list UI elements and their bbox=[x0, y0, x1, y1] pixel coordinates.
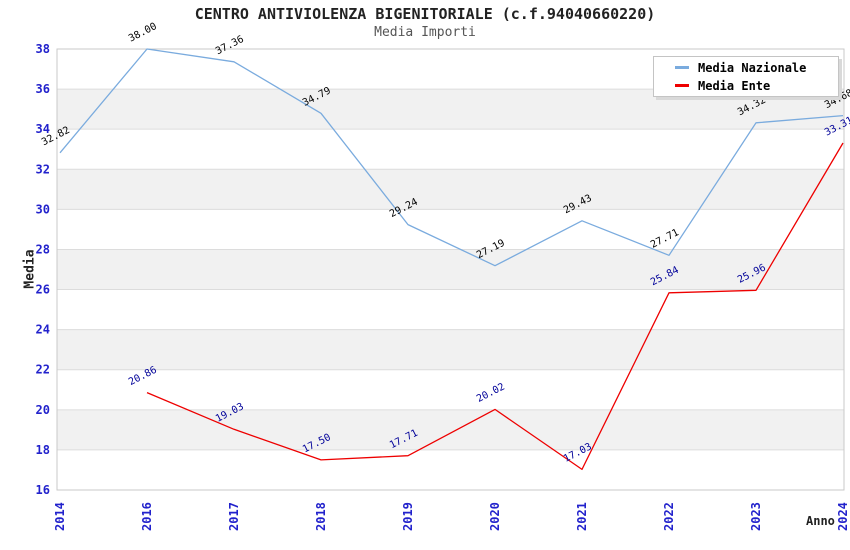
legend-label: Media Nazionale bbox=[698, 60, 807, 75]
legend-label: Media Ente bbox=[698, 78, 771, 93]
x-tick-label: 2019 bbox=[401, 502, 415, 531]
y-axis-title: Media bbox=[22, 249, 38, 289]
x-tick-label: 2021 bbox=[575, 502, 589, 531]
legend-box: Media Nazionale Media Ente bbox=[653, 56, 839, 97]
legend-swatch-red-line-icon bbox=[675, 84, 689, 87]
y-tick-label: 36 bbox=[36, 82, 50, 96]
y-tick-label: 30 bbox=[36, 202, 50, 216]
chart-title: CENTRO ANTIVIOLENZA BIGENITORIALE (c.f.9… bbox=[194, 5, 656, 23]
chart-subtitle: Media Importi bbox=[374, 25, 476, 40]
plot-frame bbox=[56, 48, 845, 491]
y-tick-label: 26 bbox=[36, 283, 50, 297]
x-tick-label: 2016 bbox=[140, 502, 154, 531]
y-tick-label: 20 bbox=[36, 403, 50, 417]
point-label-media-nazionale: 37.36 bbox=[214, 34, 246, 57]
x-tick-label: 2024 bbox=[836, 502, 850, 531]
y-tick-label: 28 bbox=[36, 242, 50, 256]
point-label-media-nazionale: 27.71 bbox=[649, 227, 681, 250]
legend-item-media-ente: Media Ente bbox=[675, 79, 838, 93]
series-line-media-ente bbox=[146, 142, 844, 471]
plot-band bbox=[57, 409, 844, 450]
series-line-media-nazionale bbox=[59, 48, 844, 267]
y-tick-label: 34 bbox=[36, 122, 50, 136]
plot-band bbox=[57, 249, 844, 290]
point-label-media-nazionale: 38.00 bbox=[127, 21, 159, 44]
x-tick-label: 2014 bbox=[53, 502, 67, 531]
x-axis-title: Anno bbox=[806, 514, 835, 528]
y-tick-label: 18 bbox=[36, 443, 50, 457]
legend-swatch-blue-line-icon bbox=[675, 66, 689, 69]
x-tick-label: 2018 bbox=[314, 502, 328, 531]
y-tick-label: 22 bbox=[36, 363, 50, 377]
x-tick-label: 2022 bbox=[662, 502, 676, 531]
x-tick-label: 2023 bbox=[749, 502, 763, 531]
plot-band bbox=[57, 329, 844, 370]
y-tick-label: 16 bbox=[36, 483, 50, 497]
y-tick-label: 38 bbox=[36, 42, 50, 56]
x-tick-label: 2020 bbox=[488, 502, 502, 531]
y-tick-label: 24 bbox=[36, 323, 50, 337]
point-label-media-ente: 20.02 bbox=[475, 381, 507, 404]
y-tick-label: 32 bbox=[36, 162, 50, 176]
plot-band bbox=[57, 169, 844, 210]
x-tick-label: 2017 bbox=[227, 502, 241, 531]
legend-item-media-nazionale: Media Nazionale bbox=[675, 61, 838, 75]
